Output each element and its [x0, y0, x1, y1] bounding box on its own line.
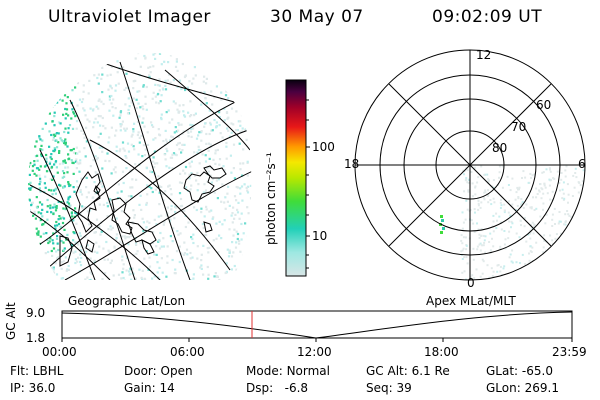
status-ip: IP: 36.0: [10, 381, 56, 395]
polar-plot: [354, 49, 586, 281]
status-gain: Gain: 14: [124, 381, 175, 395]
time-label: 09:02:09 UT: [432, 7, 543, 27]
timeline-xtick-1200: 12:00: [297, 345, 332, 359]
timeline-axis-label: GC Alt: [4, 302, 18, 340]
lat-label-70: 70: [511, 120, 527, 134]
timeline-ytick-1.8: 1.8: [26, 331, 46, 345]
status-seq: Seq: 39: [366, 381, 412, 395]
colorbar: [285, 79, 307, 277]
aurora-dots-polar: [439, 165, 585, 280]
mlt-label-0: 0: [467, 276, 475, 290]
status-mode: Mode: Normal: [246, 364, 330, 378]
timeline-xtick-0600: 06:00: [170, 345, 205, 359]
geographic-caption: Geographic Lat/Lon: [68, 294, 186, 308]
colorbar-tick-10: 10: [312, 229, 328, 243]
apex-caption: Apex MLat/MLT: [426, 294, 516, 308]
colorbar-tick-100: 100: [312, 140, 335, 154]
coastlines: [59, 165, 227, 267]
timeline-xtick-0000: 00:00: [42, 345, 77, 359]
lat-label-60: 60: [536, 98, 552, 112]
mlt-label-12: 12: [476, 48, 492, 62]
instrument-title: Ultraviolet Imager: [48, 7, 211, 27]
lat-label-80: 80: [492, 141, 508, 155]
status-dsp: Dsp: -6.8: [246, 381, 309, 395]
colorbar-unit-label: photon cm⁻²s⁻¹: [264, 152, 278, 245]
geo-grid: [28, 59, 252, 281]
status-glat: GLat: -65.0: [486, 364, 553, 378]
mlt-label-18: 18: [344, 157, 360, 171]
altitude-curve: [61, 311, 573, 339]
geographic-image: [28, 52, 252, 281]
status-gc-alt: GC Alt: 6.1 Re: [366, 364, 450, 378]
altitude-timeline: [61, 310, 573, 342]
timeline-xtick-2359: 23:59: [552, 345, 587, 359]
status-glon: GLon: 269.1: [486, 381, 559, 395]
timeline-ytick-9: 9.0: [26, 306, 46, 320]
status-door: Door: Open: [124, 364, 193, 378]
status-flt: Flt: LBHL: [10, 364, 64, 378]
timeline-xtick-1800: 18:00: [424, 345, 459, 359]
mlt-label-6: 6: [578, 157, 586, 171]
date-label: 30 May 07: [270, 7, 364, 27]
